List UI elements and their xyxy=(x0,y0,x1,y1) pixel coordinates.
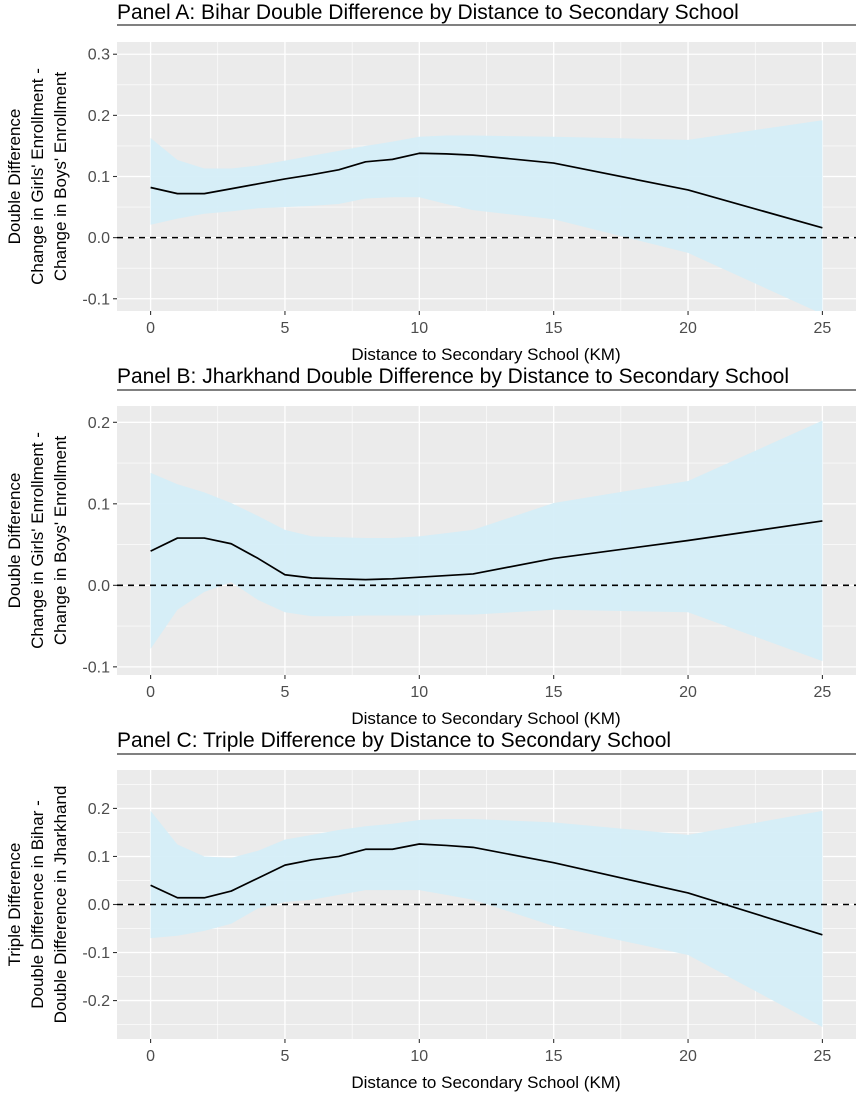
panel-a-x-axis-title: Distance to Secondary School (KM) xyxy=(351,345,620,364)
panel-c-y-axis-title-line: Double Difference in Jharkhand xyxy=(51,786,70,1024)
x-tick-label: 10 xyxy=(410,684,428,701)
y-tick-label: 0.3 xyxy=(88,47,110,64)
x-tick-label: 5 xyxy=(281,1048,290,1065)
x-tick-label: 10 xyxy=(410,1048,428,1065)
y-tick-label: -0.1 xyxy=(82,291,110,308)
panel-a-y-axis-title-line: Change in Girls' Enrollment - xyxy=(28,68,47,285)
x-tick-label: 25 xyxy=(814,684,832,701)
x-tick-label: 0 xyxy=(146,1048,155,1065)
panel-c-y-axis-title-line: Triple Difference xyxy=(5,843,24,967)
panel-c-estimate-line xyxy=(150,843,823,936)
panel-a-y-axis-title-line: Change in Boys' Enrollment xyxy=(51,72,70,282)
y-tick-label: -0.1 xyxy=(82,659,110,676)
panel-a-title: Panel A: Bihar Double Difference by Dist… xyxy=(117,1,739,24)
panel-a-confidence-band xyxy=(150,120,823,311)
panel-c-chart: 0 5 10 15 20 25 -0.2 -0.1 0.0 0.1 0.2 Panel C: Trip… xyxy=(5,729,856,1092)
panel-c-y-axis-title-line: Double Difference in Bihar - xyxy=(28,800,47,1009)
x-tick-label: 15 xyxy=(545,1048,563,1065)
y-tick-label: 0.0 xyxy=(88,897,110,914)
x-tick-label: 10 xyxy=(410,320,428,337)
y-tick-label: 0.2 xyxy=(88,415,110,432)
x-tick-label: 25 xyxy=(814,1048,832,1065)
y-tick-label: 0.0 xyxy=(88,578,110,595)
x-tick-label: 25 xyxy=(814,320,832,337)
x-tick-label: 20 xyxy=(679,1048,697,1065)
y-tick-label: 0.2 xyxy=(88,108,110,125)
y-tick-label: 0.1 xyxy=(88,849,110,866)
panel-c-title: Panel C: Triple Difference by Distance t… xyxy=(117,729,671,752)
x-tick-label: 0 xyxy=(146,320,155,337)
panel-b-estimate-line xyxy=(150,520,823,581)
y-tick-label: 0.1 xyxy=(88,169,110,186)
panel-a-y-axis-title-line: Double Difference xyxy=(5,109,24,245)
x-tick-label: 0 xyxy=(146,684,155,701)
panel-b-confidence-band xyxy=(150,420,823,662)
panel-b-y-axis-title-line: Double Difference xyxy=(5,473,24,609)
y-tick-label: -0.2 xyxy=(82,993,110,1010)
panel-a-estimate-line xyxy=(150,152,823,229)
x-tick-label: 5 xyxy=(281,320,290,337)
panel-c-confidence-band xyxy=(150,810,823,1027)
panel-b-x-axis-title: Distance to Secondary School (KM) xyxy=(351,709,620,728)
panel-b-y-axis-title-line: Change in Boys' Enrollment xyxy=(51,436,70,646)
panel-b-title: Panel B: Jharkhand Double Difference by … xyxy=(117,365,789,388)
panel-c-x-axis-title: Distance to Secondary School (KM) xyxy=(351,1073,620,1092)
panel-b-chart: 0 5 10 15 20 25 -0.1 0.0 0.1 0.2 Panel B: Jharkhan… xyxy=(5,365,856,728)
x-tick-label: 5 xyxy=(281,684,290,701)
y-tick-label: 0.2 xyxy=(88,801,110,818)
y-tick-label: -0.1 xyxy=(82,945,110,962)
x-tick-label: 15 xyxy=(545,684,563,701)
panel-a-chart: 0 5 10 15 20 25 -0.1 0.0 0.1 0.2 0.3 Panel A: Bihar… xyxy=(5,1,856,364)
y-tick-label: 0.1 xyxy=(88,496,110,513)
x-tick-label: 15 xyxy=(545,320,563,337)
x-tick-label: 20 xyxy=(679,684,697,701)
y-tick-label: 0.0 xyxy=(88,230,110,247)
x-tick-label: 20 xyxy=(679,320,697,337)
panel-b-y-axis-title-line: Change in Girls' Enrollment - xyxy=(28,432,47,649)
